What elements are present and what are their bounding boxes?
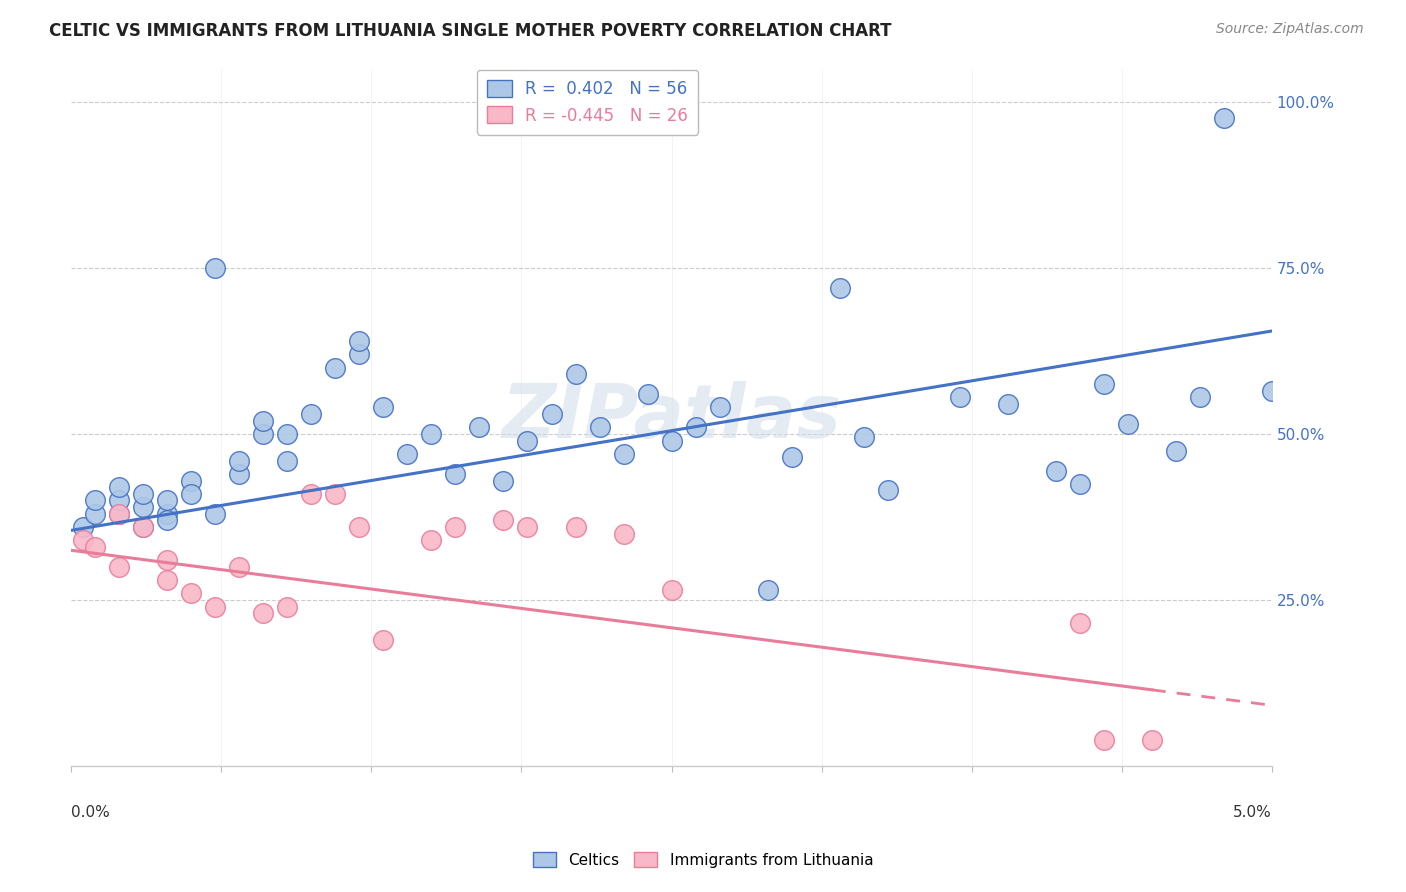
- Text: Source: ZipAtlas.com: Source: ZipAtlas.com: [1216, 22, 1364, 37]
- Point: [349, 347, 371, 361]
- Point: [468, 420, 491, 434]
- Point: [709, 401, 731, 415]
- Point: [612, 526, 634, 541]
- Point: [685, 420, 707, 434]
- Point: [252, 414, 274, 428]
- Point: [756, 583, 779, 598]
- Point: [228, 560, 250, 574]
- Point: [72, 533, 94, 548]
- Point: [299, 407, 322, 421]
- Point: [1092, 377, 1115, 392]
- Point: [661, 434, 683, 448]
- Point: [1188, 391, 1211, 405]
- Point: [1140, 732, 1163, 747]
- Point: [1069, 616, 1091, 631]
- Point: [564, 520, 586, 534]
- Point: [1261, 384, 1284, 398]
- Point: [276, 427, 298, 442]
- Point: [325, 487, 347, 501]
- Point: [396, 447, 419, 461]
- Point: [564, 367, 586, 381]
- Point: [84, 493, 107, 508]
- Point: [252, 427, 274, 442]
- Point: [108, 507, 131, 521]
- Point: [156, 573, 179, 587]
- Point: [108, 560, 131, 574]
- Point: [876, 483, 898, 498]
- Point: [612, 447, 634, 461]
- Point: [228, 453, 250, 467]
- Point: [588, 420, 610, 434]
- Point: [492, 513, 515, 527]
- Point: [373, 632, 395, 647]
- Legend: Celtics, Immigrants from Lithuania: Celtics, Immigrants from Lithuania: [527, 846, 879, 873]
- Point: [1116, 417, 1139, 431]
- Point: [276, 599, 298, 614]
- Text: CELTIC VS IMMIGRANTS FROM LITHUANIA SINGLE MOTHER POVERTY CORRELATION CHART: CELTIC VS IMMIGRANTS FROM LITHUANIA SING…: [49, 22, 891, 40]
- Point: [108, 480, 131, 494]
- Point: [84, 540, 107, 554]
- Point: [204, 599, 226, 614]
- Point: [852, 430, 875, 444]
- Point: [1092, 732, 1115, 747]
- Point: [156, 553, 179, 567]
- Point: [180, 487, 202, 501]
- Point: [949, 391, 972, 405]
- Point: [997, 397, 1019, 411]
- Legend: R =  0.402   N = 56, R = -0.445   N = 26: R = 0.402 N = 56, R = -0.445 N = 26: [477, 70, 699, 135]
- Point: [156, 507, 179, 521]
- Point: [72, 520, 94, 534]
- Point: [252, 607, 274, 621]
- Point: [661, 583, 683, 598]
- Point: [228, 467, 250, 481]
- Point: [420, 427, 443, 442]
- Point: [132, 520, 155, 534]
- Text: 5.0%: 5.0%: [1233, 805, 1272, 820]
- Point: [108, 507, 131, 521]
- Point: [349, 334, 371, 348]
- Point: [299, 487, 322, 501]
- Point: [1069, 476, 1091, 491]
- Point: [204, 260, 226, 275]
- Text: ZIPatlas: ZIPatlas: [502, 381, 842, 454]
- Point: [276, 453, 298, 467]
- Point: [1164, 443, 1187, 458]
- Point: [373, 401, 395, 415]
- Point: [204, 507, 226, 521]
- Point: [132, 500, 155, 514]
- Point: [84, 507, 107, 521]
- Point: [132, 487, 155, 501]
- Point: [516, 520, 538, 534]
- Point: [108, 493, 131, 508]
- Point: [637, 387, 659, 401]
- Point: [516, 434, 538, 448]
- Point: [780, 450, 803, 465]
- Point: [444, 467, 467, 481]
- Point: [180, 586, 202, 600]
- Point: [1212, 112, 1234, 126]
- Point: [540, 407, 562, 421]
- Point: [132, 520, 155, 534]
- Point: [180, 474, 202, 488]
- Point: [325, 360, 347, 375]
- Point: [156, 493, 179, 508]
- Point: [349, 520, 371, 534]
- Point: [1045, 464, 1067, 478]
- Point: [828, 281, 851, 295]
- Point: [492, 474, 515, 488]
- Point: [420, 533, 443, 548]
- Point: [444, 520, 467, 534]
- Text: 0.0%: 0.0%: [72, 805, 110, 820]
- Point: [156, 513, 179, 527]
